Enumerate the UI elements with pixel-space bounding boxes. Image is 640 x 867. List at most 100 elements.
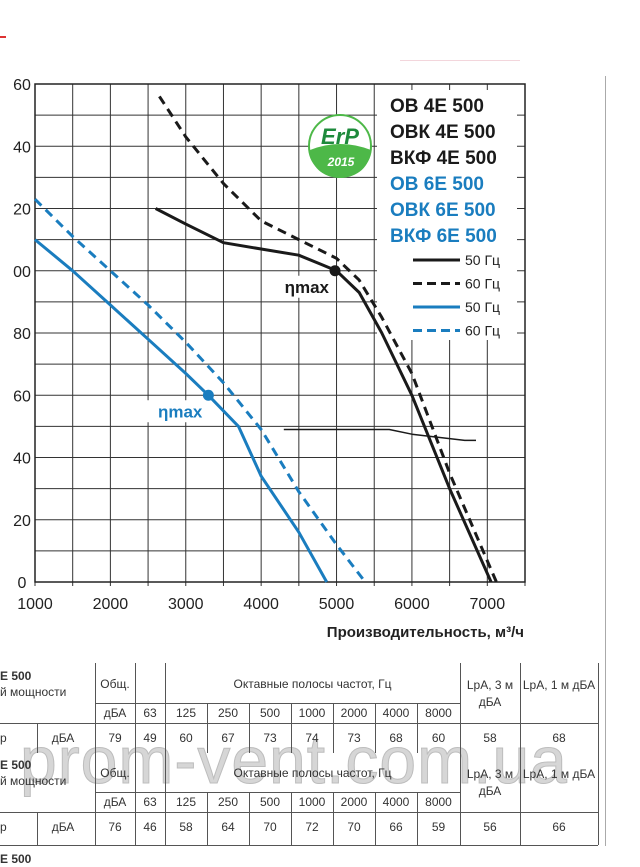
- row-label: р: [0, 731, 7, 745]
- band-header: 250: [217, 795, 239, 809]
- top-divider: [400, 60, 520, 61]
- lpa-3m-value: 56: [483, 820, 497, 834]
- band-value: 70: [263, 820, 277, 834]
- eta-max-label: ηmax: [158, 402, 203, 421]
- table-line: [207, 792, 208, 845]
- x-tick-label: 7000: [470, 596, 506, 613]
- table-line: [460, 752, 461, 845]
- lpa-1m-value: 68: [552, 731, 566, 745]
- total-value: 76: [108, 820, 122, 834]
- table-line: [417, 792, 418, 845]
- table-line: [135, 752, 136, 845]
- band-value: 73: [263, 731, 277, 745]
- band-value: 59: [431, 820, 446, 834]
- table-line: [460, 663, 461, 753]
- table-line: [37, 812, 38, 845]
- y-tick-label: 40: [13, 139, 31, 156]
- model-name: ВКФ 4Е 500: [390, 148, 497, 169]
- row-unit: дБА: [51, 820, 75, 834]
- table-line: [520, 663, 521, 753]
- fan-performance-chart: 0 20 40 60 80 00 20 40 60 1000 2000 3000 4000 5000 600…: [13, 77, 526, 641]
- band-header: 2000: [340, 795, 368, 809]
- eta-max-point: [202, 389, 214, 401]
- table-line: [249, 703, 250, 753]
- legend-label: 50 Гц: [465, 252, 500, 268]
- band-header: 1000: [298, 795, 326, 809]
- x-tick-label: 2000: [93, 596, 129, 613]
- plot-frame: [34, 83, 526, 583]
- table-subtitle: й мощности: [0, 774, 67, 788]
- row-label: р: [0, 820, 7, 834]
- erp-badge-leaf: [310, 144, 371, 178]
- band-value: 70: [347, 820, 361, 834]
- y-tick-label: 20: [13, 513, 31, 530]
- band-value: 66: [389, 820, 403, 834]
- y-tick-label: 60: [13, 77, 31, 94]
- x-tick-label: 3000: [168, 596, 204, 613]
- header-lpa-3m: LpA, 3 м дБА: [466, 767, 514, 798]
- band-header: 500: [259, 706, 281, 720]
- table-line: [135, 663, 136, 753]
- table-line: [333, 703, 334, 753]
- table-line: [207, 703, 208, 753]
- lpa-1m-value: 66: [552, 820, 566, 834]
- band-value: 46: [143, 820, 157, 834]
- header-lpa-1m: LpA, 1 м дБА: [522, 767, 596, 781]
- table-line: [135, 703, 460, 704]
- band-header: 63: [143, 795, 157, 809]
- band-header: 2000: [340, 706, 368, 720]
- table-line: [598, 752, 599, 845]
- model-title: Е 500: [0, 669, 32, 683]
- table-line: [249, 792, 250, 845]
- band-value: 64: [221, 820, 235, 834]
- page-mark: [0, 36, 6, 38]
- y-tick-label: 00: [13, 264, 31, 281]
- header-octave-bands: Октавные полосы частот, Гц: [233, 766, 392, 780]
- erp-badge-year: 2015: [327, 155, 355, 169]
- y-tick-label: 80: [13, 326, 31, 343]
- legend-label: 50 Гц: [465, 299, 500, 315]
- x-tick-label: 6000: [394, 596, 430, 613]
- page-border: [605, 76, 606, 846]
- legend-label: 60 Гц: [465, 323, 500, 339]
- x-tick-label: 5000: [319, 596, 355, 613]
- x-axis-label: Производительность, м³/ч: [327, 624, 524, 641]
- table-line: [95, 752, 96, 845]
- eta-max-label-bg: [146, 400, 203, 423]
- sub-unit: дБА: [103, 706, 127, 720]
- band-header: 4000: [382, 706, 410, 720]
- table-line: [0, 812, 598, 813]
- y-tick-label: 40: [13, 451, 31, 468]
- table-line: [165, 663, 166, 753]
- header-octave-bands: Октавные полосы частот, Гц: [233, 677, 392, 691]
- table-line: [165, 752, 166, 845]
- header-total: Общ.: [100, 677, 130, 691]
- header-lpa-3m: LpA, 3 м дБА: [466, 678, 514, 709]
- band-header: 500: [259, 795, 281, 809]
- band-header: 8000: [425, 706, 452, 720]
- band-header: 250: [217, 706, 239, 720]
- y-tick-label: 0: [18, 575, 27, 592]
- model-name: ОВК 6Е 500: [390, 200, 496, 221]
- band-header: 125: [175, 795, 197, 809]
- eta-max-label: ηmax: [285, 278, 330, 297]
- next-model-title: Е 500: [0, 852, 32, 866]
- table-line: [95, 792, 135, 793]
- model-title: Е 500: [0, 758, 32, 772]
- band-value: 60: [179, 731, 193, 745]
- table-line: [37, 723, 38, 753]
- band-value: 72: [305, 820, 319, 834]
- table-line: [375, 792, 376, 845]
- legend-label: 60 Гц: [465, 276, 500, 292]
- table-line: [598, 663, 599, 753]
- table-subtitle: й мощности: [0, 685, 67, 699]
- band-value: 60: [431, 731, 446, 745]
- model-name: ОВ 4Е 500: [390, 96, 484, 117]
- band-value: 49: [143, 731, 157, 745]
- band-value: 67: [221, 731, 235, 745]
- band-header: 4000: [382, 795, 410, 809]
- eta-max-label-bg: [273, 275, 330, 298]
- lpa-3m-value: 58: [483, 731, 497, 745]
- band-header: 1000: [298, 706, 326, 720]
- table-line: [95, 663, 96, 753]
